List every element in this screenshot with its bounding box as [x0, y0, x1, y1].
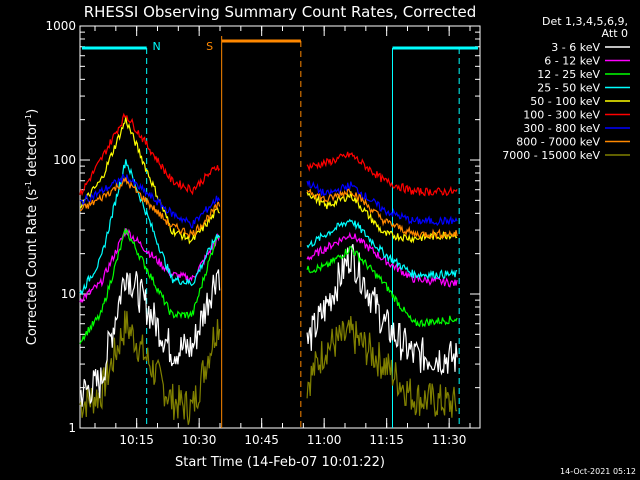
series-line-k700015000-seg0: [79, 310, 221, 425]
y-tick-label: 1: [68, 421, 76, 435]
legend-label-k50100: 50 - 100 keV: [530, 95, 600, 108]
series-line-k8007000-seg0: [79, 177, 221, 239]
legend-header-1: Det 1,3,4,5,6,9,: [542, 15, 628, 28]
legend-label-k100300: 100 - 300 keV: [523, 109, 600, 122]
legend-label-k700015000: 7000 - 15000 keV: [502, 149, 600, 162]
x-axis-label: Start Time (14-Feb-07 10:01:22): [175, 455, 385, 470]
series-line-k700015000-seg1: [306, 315, 458, 418]
series-line-k300800-seg0: [79, 173, 221, 229]
series-line-k612-seg1: [306, 231, 458, 288]
y-axis-label: Corrected Count Rate (s-1 detector-1): [24, 109, 40, 345]
legend-label-k2550: 25 - 50 keV: [537, 82, 600, 95]
x-ticks: 10:15 10:30 10:45 11:00 11:15 11:30: [94, 26, 471, 447]
x-tick-label: 10:30: [182, 433, 217, 447]
y-tick-label: 1000: [45, 19, 76, 33]
series-lines: [79, 112, 458, 425]
x-tick-label: 11:30: [432, 433, 467, 447]
chart-title: RHESSI Observing Summary Count Rates, Co…: [84, 3, 477, 21]
y-tick-label: 100: [53, 153, 76, 167]
series-line-k2550-seg1: [306, 218, 458, 281]
y-ticks: 1 10 100 1000: [45, 19, 480, 435]
series-line-k100300-seg1: [306, 151, 458, 197]
legend-label-k612: 6 - 12 keV: [544, 55, 600, 68]
y-tick-label: 10: [61, 287, 76, 301]
series-line-k36-seg1: [306, 243, 458, 376]
event-label-n: N: [153, 40, 161, 53]
x-tick-label: 11:00: [307, 433, 342, 447]
legend-label-k300800: 300 - 800 keV: [523, 122, 600, 135]
series-line-k1225-seg1: [306, 246, 458, 328]
legend-label-k8007000: 800 - 7000 keV: [516, 136, 600, 149]
series-line-k100300-seg0: [79, 112, 221, 197]
legend-header-2: Att 0: [602, 27, 628, 40]
event-label-s: S: [206, 40, 213, 53]
x-tick-label: 10:45: [244, 433, 279, 447]
legend-label-k36: 3 - 6 keV: [551, 41, 600, 54]
x-tick-label: 11:15: [369, 433, 404, 447]
series-line-k612-seg0: [79, 228, 221, 304]
plot-frame: [79, 25, 481, 429]
footer-date: 14-Oct-2021 05:12: [560, 467, 636, 476]
series-line-k8007000-seg1: [306, 188, 458, 240]
x-tick-label: 10:15: [119, 433, 154, 447]
series-line-k300800-seg1: [306, 180, 458, 227]
series-line-k36-seg0: [79, 269, 221, 407]
series-line-k1225-seg0: [79, 227, 221, 345]
legend-label-k1225: 12 - 25 keV: [537, 68, 600, 81]
series-line-k2550-seg0: [79, 159, 221, 296]
